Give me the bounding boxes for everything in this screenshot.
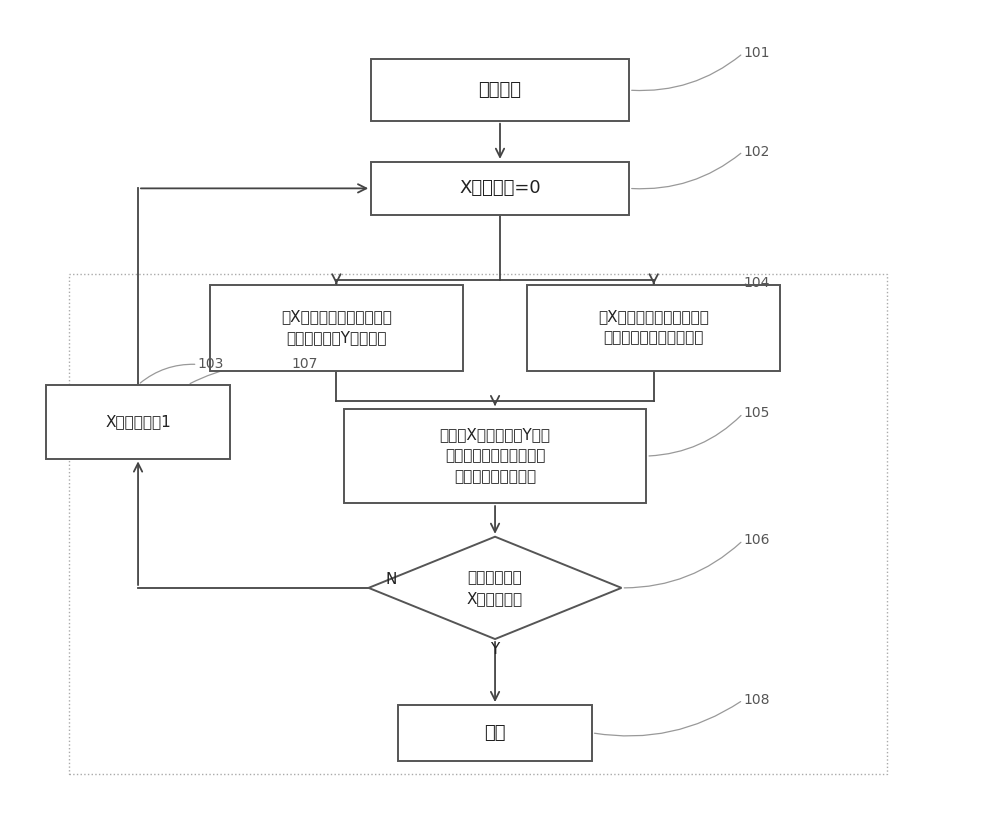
Text: 101: 101 <box>743 46 769 60</box>
Text: 在以上X方向地址和Y方向
地址所决定的地址中写入
以上计算出的数据。: 在以上X方向地址和Y方向 地址所决定的地址中写入 以上计算出的数据。 <box>440 428 551 485</box>
Text: 清空阵列: 清空阵列 <box>479 81 522 99</box>
FancyArrowPatch shape <box>745 284 779 325</box>
FancyBboxPatch shape <box>527 284 780 370</box>
Text: 102: 102 <box>743 145 769 159</box>
Text: 107: 107 <box>292 357 318 371</box>
Text: 是否最后一个
X方向地址？: 是否最后一个 X方向地址？ <box>467 570 523 606</box>
FancyArrowPatch shape <box>140 364 195 383</box>
Text: 108: 108 <box>743 693 769 707</box>
Text: Y: Y <box>490 642 500 657</box>
Text: 103: 103 <box>198 357 224 371</box>
FancyArrowPatch shape <box>624 543 741 588</box>
Text: X方向地址=0: X方向地址=0 <box>459 179 541 198</box>
FancyBboxPatch shape <box>398 705 592 761</box>
Polygon shape <box>369 537 621 639</box>
FancyBboxPatch shape <box>210 284 463 370</box>
FancyBboxPatch shape <box>344 409 646 503</box>
Text: 105: 105 <box>743 407 769 420</box>
Text: N: N <box>385 572 397 587</box>
FancyArrowPatch shape <box>632 153 741 189</box>
Text: 106: 106 <box>743 533 769 547</box>
FancyBboxPatch shape <box>371 60 629 121</box>
FancyArrowPatch shape <box>594 701 741 736</box>
FancyBboxPatch shape <box>46 385 230 458</box>
FancyArrowPatch shape <box>649 415 741 456</box>
Text: 104: 104 <box>743 275 769 289</box>
Text: 由X方向地址在给定的约束
条件下计算出Y方向地址: 由X方向地址在给定的约束 条件下计算出Y方向地址 <box>281 309 392 346</box>
Text: 由X方向地址在给定的约束
条件下计算出所写的数据: 由X方向地址在给定的约束 条件下计算出所写的数据 <box>598 309 709 346</box>
FancyArrowPatch shape <box>632 55 741 90</box>
Text: 完成: 完成 <box>484 724 506 742</box>
Text: X方向地址加1: X方向地址加1 <box>105 414 171 429</box>
FancyBboxPatch shape <box>371 162 629 215</box>
FancyArrowPatch shape <box>190 363 289 384</box>
